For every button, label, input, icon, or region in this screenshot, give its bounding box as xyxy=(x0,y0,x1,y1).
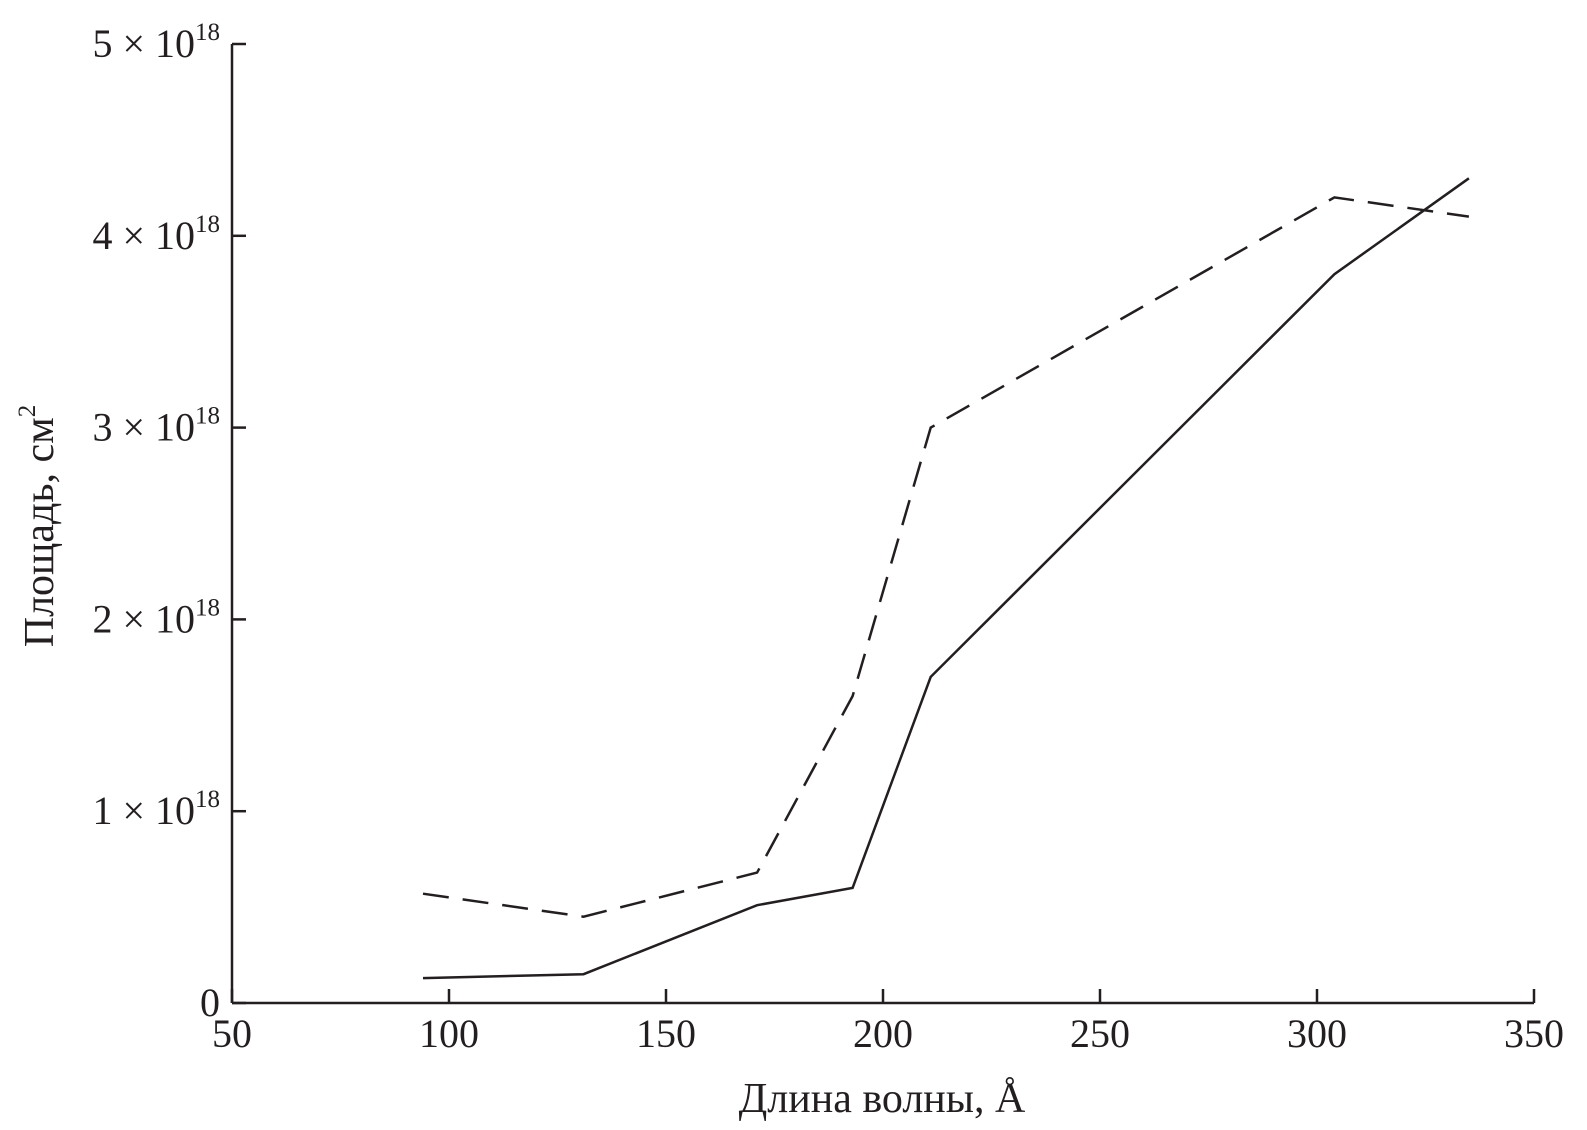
y-tick-label: 0 xyxy=(200,980,220,1025)
solid-series-line xyxy=(422,177,1470,980)
y-tick-label-exponent: 18 xyxy=(195,403,220,430)
y-tick-label: 2 × 1018 xyxy=(92,594,220,641)
y-tick-label-text: 2 × 10 xyxy=(92,596,195,641)
y-axis-title-text: Площадь, см xyxy=(17,417,63,647)
y-axis-title-group: Площадь, см2 xyxy=(14,405,63,648)
x-tick-label: 200 xyxy=(853,1011,913,1056)
axes xyxy=(230,44,1534,1005)
x-tick-label: 250 xyxy=(1070,1011,1130,1056)
y-tick-label: 3 × 1018 xyxy=(92,403,220,450)
y-tick-label: 4 × 1018 xyxy=(92,211,220,258)
x-tick-label: 300 xyxy=(1287,1011,1347,1056)
x-tick-label: 100 xyxy=(419,1011,479,1056)
y-tick-label-text: 5 × 10 xyxy=(92,21,195,66)
y-tick-label: 5 × 1018 xyxy=(92,19,220,66)
y-tick-label-text: 3 × 10 xyxy=(92,405,195,450)
y-tick-label-text: 0 xyxy=(200,980,220,1025)
y-tick-label-exponent: 18 xyxy=(195,786,220,813)
y-tick-label: 1 × 1018 xyxy=(92,786,220,833)
y-tick-label-exponent: 18 xyxy=(195,211,220,238)
x-axis-title: Длина волны, Å xyxy=(739,1076,1026,1122)
x-tick-label: 350 xyxy=(1504,1011,1564,1056)
x-tick-label: 50 xyxy=(212,1011,252,1056)
y-tick-label-exponent: 18 xyxy=(195,594,220,621)
series-group xyxy=(422,177,1470,980)
y-tick-label-text: 4 × 10 xyxy=(92,213,195,258)
y-axis-title-superscript: 2 xyxy=(14,405,41,418)
dashed-series-line xyxy=(422,196,1470,918)
y-tick-label-text: 1 × 10 xyxy=(92,788,195,833)
x-tick-label: 150 xyxy=(636,1011,696,1056)
y-axis-title: Площадь, см2 xyxy=(14,405,63,648)
x-ticks: 50 100 150 200 250 300 350 xyxy=(212,989,1564,1056)
y-tick-label-exponent: 18 xyxy=(195,19,220,46)
